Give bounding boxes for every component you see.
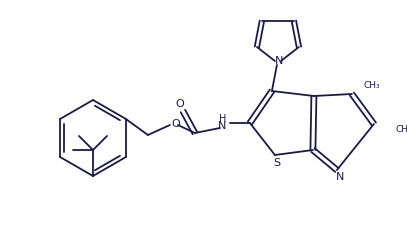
Text: N: N [275, 56, 283, 66]
Text: N: N [336, 172, 344, 182]
Text: O: O [175, 99, 184, 109]
Text: N: N [218, 121, 226, 131]
Text: CH₃: CH₃ [396, 124, 407, 133]
Text: CH₃: CH₃ [364, 81, 381, 91]
Text: S: S [274, 158, 280, 168]
Text: H: H [219, 114, 227, 124]
Text: O: O [171, 119, 180, 129]
